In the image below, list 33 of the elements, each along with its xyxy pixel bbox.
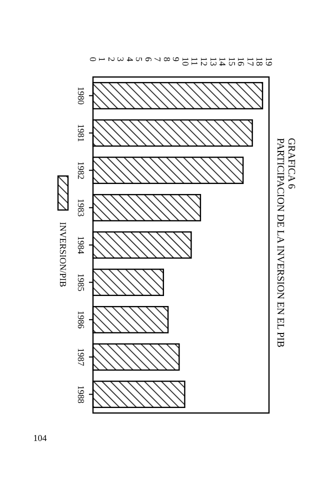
x-tick-label: 1: [97, 57, 108, 62]
x-tick-label: 14: [218, 57, 228, 66]
y-tick-label: 1987: [76, 348, 86, 366]
x-tick-label: 18: [254, 57, 265, 66]
x-tick-label: 9: [171, 57, 182, 62]
x-tick-label: 2: [106, 57, 116, 62]
x-tick-label: 6: [143, 57, 154, 62]
text: PARTICIPACION DE LA INVERSION EN EL PIB: [274, 138, 286, 348]
y-tick-label: 1984: [76, 236, 86, 254]
x-tick-label: 13: [208, 57, 218, 66]
x-tick-label: 4: [124, 57, 135, 62]
text: GRAFICA 6: [286, 138, 296, 189]
x-tick-label: 8: [162, 57, 172, 62]
y-tick-label: 1982: [76, 161, 86, 180]
y-tick-label: 1983: [76, 198, 86, 218]
x-tick-label: 3: [116, 57, 126, 62]
x-tick-label: 7: [152, 57, 163, 62]
x-tick-label: 10: [180, 57, 190, 66]
x-tick-label: 5: [134, 57, 144, 62]
x-tick-label: 15: [226, 57, 237, 66]
y-tick-label: 1980: [76, 86, 86, 106]
x-tick-label: 19: [264, 57, 274, 66]
text: INVERSION/PIB: [58, 222, 68, 288]
y-tick-label: 1988: [76, 385, 86, 404]
y-tick-label: 1981: [76, 124, 86, 142]
x-tick-label: 0: [88, 57, 98, 62]
x-tick-label: 16: [236, 57, 246, 66]
y-tick-label: 1985: [76, 273, 86, 292]
x-tick-label: 11: [190, 57, 200, 66]
y-tick-label: 1986: [76, 310, 86, 330]
x-tick-label: 12: [199, 57, 210, 66]
text: 104: [33, 433, 48, 443]
x-tick-label: 17: [245, 57, 256, 66]
